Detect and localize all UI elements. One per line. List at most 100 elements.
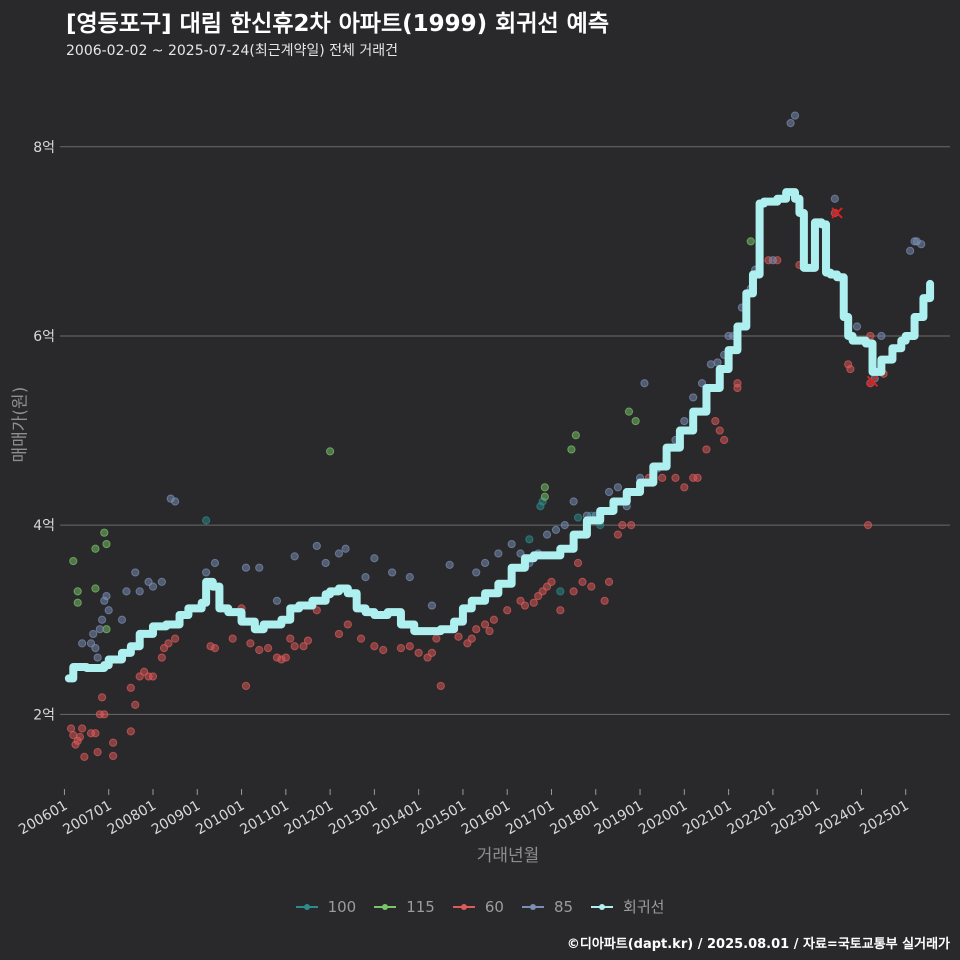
- data-point-115: [746, 237, 755, 246]
- legend-item-85: 85: [521, 896, 573, 917]
- data-point-85: [542, 530, 552, 539]
- data-point-85: [640, 379, 649, 388]
- data-point-115: [69, 556, 78, 566]
- data-point-60: [93, 748, 102, 757]
- data-point-60: [715, 426, 724, 435]
- data-point-115: [73, 587, 82, 596]
- data-point-60: [396, 644, 406, 653]
- data-point-85: [786, 119, 795, 128]
- data-point-60: [157, 653, 166, 662]
- data-point-60: [503, 606, 512, 615]
- data-point-60: [485, 626, 494, 636]
- y-tick-label: 2억: [33, 707, 55, 723]
- data-point-60: [863, 521, 873, 530]
- data-point-85: [906, 246, 915, 255]
- data-point-60: [405, 642, 414, 651]
- data-point-100: [573, 513, 583, 522]
- data-point-60: [436, 681, 445, 691]
- legend-label: 60: [484, 897, 504, 916]
- data-point-85: [689, 393, 698, 402]
- x-tick-label: 200901: [149, 798, 203, 839]
- data-point-85: [102, 591, 111, 601]
- data-point-85: [312, 541, 321, 551]
- highlight-markers: [831, 207, 879, 388]
- data-point-85: [290, 552, 299, 561]
- x-tick-label: 202501: [857, 798, 911, 839]
- legend-item-회귀선: 회귀선: [591, 896, 664, 917]
- data-point-85: [604, 487, 614, 497]
- data-point-60: [281, 653, 290, 662]
- data-point-85: [790, 111, 800, 120]
- y-tick-label: 8억: [33, 140, 55, 156]
- data-point-115: [540, 492, 549, 501]
- data-point-60: [299, 642, 308, 651]
- x-tick-label: 201701: [503, 798, 557, 839]
- x-tick-label: 201301: [326, 798, 380, 839]
- highlight-x-mark: [831, 207, 843, 219]
- x-tick-label: 201101: [238, 798, 292, 839]
- data-point-60: [480, 620, 490, 629]
- data-point-85: [341, 544, 350, 553]
- y-tick-label: 6억: [33, 329, 55, 345]
- data-point-115: [102, 539, 111, 549]
- data-point-60: [290, 642, 299, 651]
- x-tick-label: 202201: [725, 798, 779, 839]
- x-tick-label: 201001: [193, 798, 247, 839]
- data-point-60: [520, 601, 530, 610]
- data-point-85: [157, 577, 166, 586]
- source-caption: ©디아파트(dapt.kr) / 2025.08.01 / 자료=국토교통부 실…: [566, 937, 950, 952]
- data-point-115: [102, 625, 111, 634]
- data-point-100: [525, 535, 534, 544]
- x-tick-label: 200801: [105, 798, 159, 839]
- data-point-60: [109, 738, 118, 747]
- data-point-115: [567, 445, 576, 454]
- data-point-60: [702, 445, 711, 454]
- data-point-85: [713, 358, 722, 367]
- data-point-115: [624, 407, 634, 416]
- data-point-85: [171, 497, 180, 506]
- data-point-60: [126, 683, 135, 692]
- data-point-60: [255, 645, 264, 655]
- data-point-115: [91, 584, 100, 593]
- x-tick-label: 201801: [547, 798, 601, 839]
- data-point-85: [95, 625, 104, 634]
- data-point-85: [122, 587, 131, 596]
- data-point-60: [334, 629, 344, 639]
- data-point-85: [117, 615, 127, 624]
- data-point-60: [379, 645, 388, 655]
- data-point-115: [325, 447, 335, 456]
- x-tick-label: 202301: [769, 798, 823, 839]
- regression-line-group: [64, 188, 935, 683]
- data-point-115: [571, 431, 580, 440]
- data-point-60: [711, 416, 720, 426]
- data-point-100: [202, 516, 211, 525]
- data-point-60: [78, 724, 87, 733]
- x-tick-label: 202101: [680, 798, 734, 839]
- x-tick-label: 202401: [813, 798, 867, 839]
- data-point-85: [361, 573, 370, 582]
- data-point-60: [720, 435, 729, 445]
- data-point-100: [556, 587, 565, 596]
- data-point-60: [246, 639, 255, 648]
- data-point-85: [877, 331, 886, 341]
- data-point-85: [917, 240, 926, 249]
- data-point-60: [427, 648, 437, 657]
- data-point-60: [109, 751, 118, 761]
- data-point-60: [148, 672, 158, 681]
- data-point-60: [241, 681, 251, 691]
- data-point-60: [547, 577, 556, 586]
- data-point-115: [100, 528, 109, 537]
- data-point-85: [272, 596, 282, 605]
- x-axis-ticks: 2006012007012008012009012010012011012012…: [16, 789, 912, 838]
- gridlines: [60, 146, 950, 715]
- data-point-60: [303, 636, 313, 645]
- legend-key-icon: [295, 902, 318, 912]
- data-point-85: [551, 525, 561, 534]
- legend-label: 100: [327, 897, 357, 916]
- data-point-85: [255, 563, 264, 572]
- data-point-85: [560, 521, 569, 530]
- data-point-60: [264, 644, 273, 653]
- data-point-60: [472, 625, 481, 634]
- data-point-60: [693, 473, 702, 482]
- data-point-85: [472, 568, 481, 577]
